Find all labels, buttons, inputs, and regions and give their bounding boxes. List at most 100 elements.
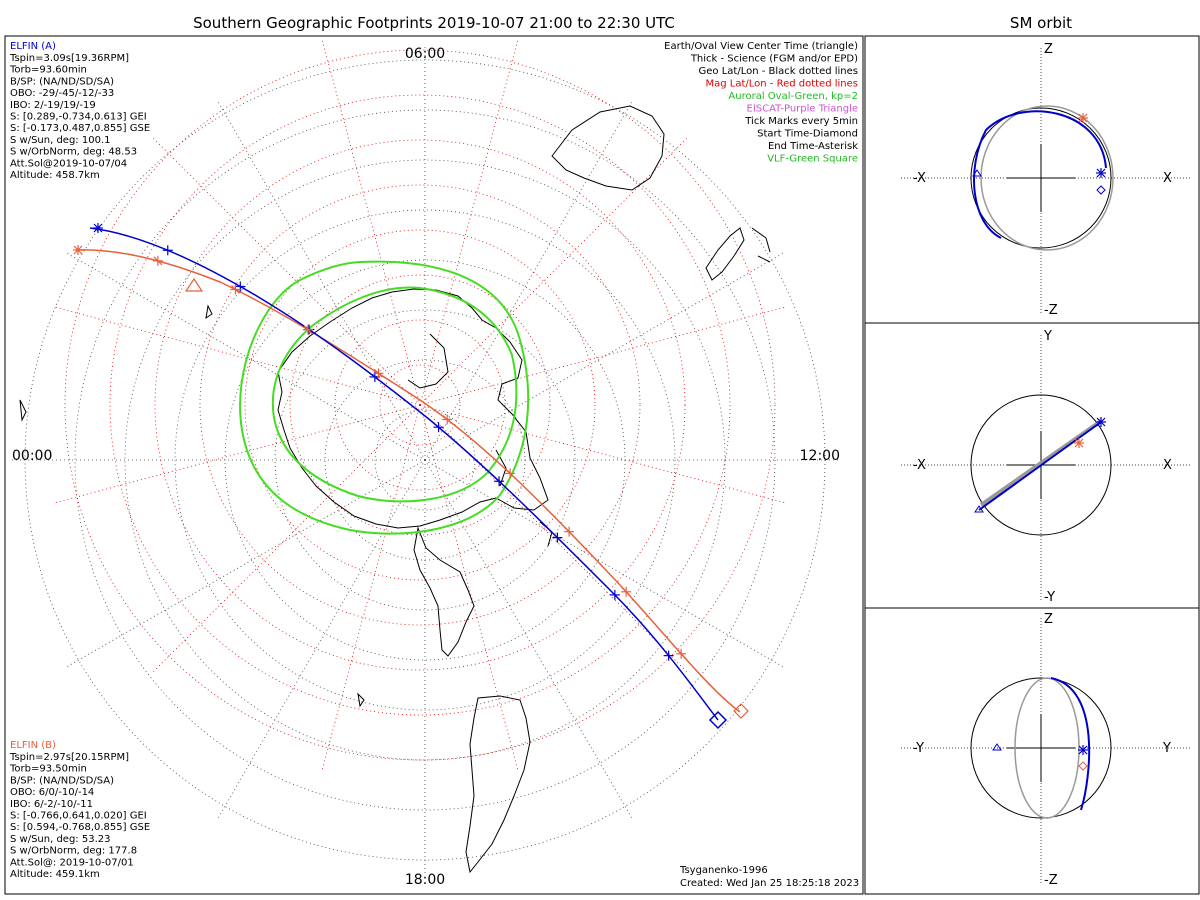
elfin-a-tick-marks <box>162 245 674 661</box>
orbit-diamond-icon <box>1078 761 1088 771</box>
orbit-b-path <box>979 419 1103 507</box>
australia-coast <box>551 105 665 191</box>
mag-latitude-circle <box>199 184 641 626</box>
orbit-axis-label-bottom: -Z <box>1044 303 1058 318</box>
orbit-triangle-icon <box>992 743 1002 751</box>
legend-entry: Auroral Oval-Green, kp=2 <box>728 91 858 102</box>
geo-grid <box>10 45 840 875</box>
geo-latitude-circle <box>174 209 676 711</box>
orbit-a-path <box>1050 677 1091 811</box>
end-asterisk-icon <box>1078 113 1088 123</box>
orbit-b-path <box>1014 677 1080 819</box>
orbit-frame <box>864 35 1200 895</box>
geo-longitude-line <box>217 459 426 820</box>
info-line: Att.Sol@: 2019-10-07/01 <box>10 857 134 868</box>
africa-coast <box>465 695 531 874</box>
end-asterisk-icon <box>1096 417 1106 427</box>
tick-mark <box>303 325 313 335</box>
orbit-panel-2: -X X Y -Y <box>901 329 1191 605</box>
info-line: S w/Sun, deg: 53.23 <box>10 834 110 845</box>
orbit-axis-label-left: -Y <box>913 741 924 756</box>
island-coast-1 <box>205 304 213 320</box>
earth-circle <box>970 394 1112 536</box>
elfin-a-params: Tspin=3.09s[19.36RPM]Torb=93.60minB/SP: … <box>9 53 150 181</box>
info-line: Tspin=3.09s[19.36RPM] <box>9 53 129 64</box>
info-line: Torb=93.50min <box>9 764 87 775</box>
orbit-panel-1: -X X Z -Z <box>901 42 1191 318</box>
elfin-b-params: Tspin=2.97s[20.15RPM]Torb=93.50minB/SP: … <box>9 752 150 880</box>
legend-entry: EISCAT-Purple Triangle <box>747 104 859 115</box>
geo-longitude-line <box>217 100 426 461</box>
figure-title: Southern Geographic Footprints 2019-10-0… <box>193 14 675 32</box>
antarctica-coast <box>277 288 549 529</box>
geo-latitude-circle <box>274 309 576 611</box>
island-coast-3 <box>19 399 27 422</box>
geo-longitude-line <box>65 459 426 668</box>
info-line: OBO: -29/-45/-12/-33 <box>10 88 114 99</box>
orbit-axis-label-bottom: -Y <box>1044 590 1055 605</box>
orbit-title: SM orbit <box>1010 14 1072 32</box>
mag-longitude-line <box>321 37 421 406</box>
info-line: IBO: 2/-19/19/-19 <box>10 100 96 111</box>
orbit-axis-label-right: X <box>1163 458 1172 473</box>
tick-mark <box>676 649 686 659</box>
tick-mark <box>621 587 631 597</box>
legend-entry: Start Time-Diamond <box>757 129 858 140</box>
start-diamond-b-icon <box>733 703 749 719</box>
orbit-axis-label-left: -X <box>913 171 926 186</box>
south-america-coast <box>413 526 475 657</box>
earth-circle <box>970 107 1112 249</box>
legend-entry: Geo Lat/Lon - Black dotted lines <box>699 66 858 77</box>
mag-latitude-circle <box>109 94 731 716</box>
legend-entry: Thick - Science (FGM and/or EPD) <box>690 54 858 65</box>
legend-entry: Earth/Oval View Center Time (triangle) <box>664 41 858 52</box>
mag-latitude-circle <box>379 364 461 446</box>
end-asterisk-icon <box>73 245 83 255</box>
legend-entry: Mag Lat/Lon - Red dotted lines <box>705 79 858 90</box>
orbit-axis-label-bottom: -Z <box>1044 873 1058 888</box>
info-line: Tspin=2.97s[20.15RPM] <box>9 752 129 763</box>
mag-longitude-line <box>52 404 421 504</box>
orbit-axis-label-top: Y <box>1043 329 1052 344</box>
mlt-label-top: 06:00 <box>405 46 445 62</box>
island-coast-2 <box>357 692 365 708</box>
auroral-oval-outer <box>239 260 530 535</box>
auroral-ovals <box>239 260 530 535</box>
orbit-axis-label-top: Z <box>1044 612 1053 627</box>
geo-longitude-line <box>424 459 785 668</box>
tick-mark <box>505 468 515 478</box>
legend-entry: Tick Marks every 5min <box>744 116 858 127</box>
info-line: Torb=93.60min <box>9 65 87 76</box>
orbit-axis-label-right: X <box>1163 171 1172 186</box>
orbit-a-path <box>973 110 1107 239</box>
mag-longitude-line <box>151 404 421 674</box>
coastlines <box>19 105 771 874</box>
map-frame <box>4 35 864 895</box>
info-line: S: [0.594,-0.768,0.855] GSE <box>10 822 150 833</box>
end-asterisk-icon <box>1078 745 1088 755</box>
tick-mark <box>231 285 240 294</box>
mag-latitude-circle <box>334 319 506 491</box>
mag-latitude-circle <box>244 229 596 581</box>
info-line: S w/Sun, deg: 100.1 <box>10 135 110 146</box>
view-center-triangle-icon <box>184 277 204 292</box>
legend: Earth/Oval View Center Time (triangle) Th… <box>664 41 858 165</box>
info-line: S: [-0.766,0.641,0.020] GEI <box>10 811 147 822</box>
info-line: OBO: 6/0/-10/-14 <box>10 787 94 798</box>
tick-mark <box>442 415 452 424</box>
mag-grid <box>52 37 788 773</box>
mag-latitude-circle <box>64 49 776 761</box>
model-label: Tsyganenko-1996 <box>679 865 768 876</box>
elfin-b-footprint-track <box>75 249 741 713</box>
geo-longitude-line <box>424 252 785 461</box>
orbit-triangle-icon <box>972 169 982 177</box>
info-line: S: [-0.173,0.487,0.855] GSE <box>10 123 150 134</box>
mag-longitude-line <box>419 404 689 674</box>
end-asterisk-icon <box>93 223 103 233</box>
elfin-a-footprint-track <box>89 227 719 721</box>
elfin-b-name: ELFIN (B) <box>10 740 56 751</box>
mag-longitude-line <box>419 404 788 504</box>
mag-longitude-line <box>321 404 421 773</box>
mag-longitude-line <box>419 37 519 406</box>
